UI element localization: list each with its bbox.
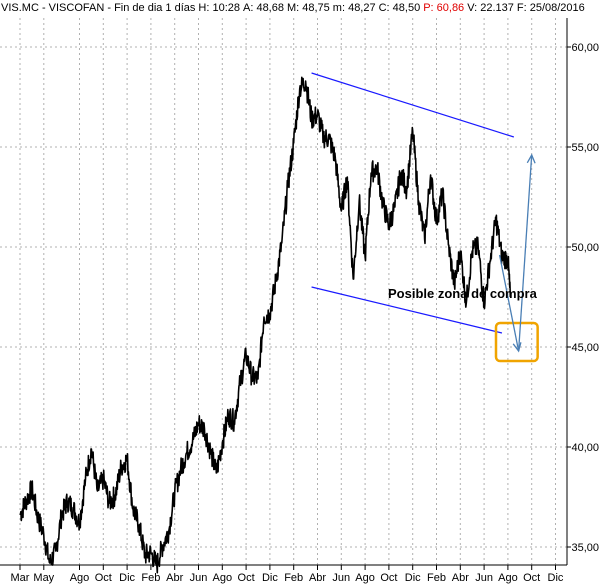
x-tick-label: Abr (452, 572, 469, 584)
x-tick-label: Dic (119, 572, 135, 584)
x-tick-label: Oct (523, 572, 540, 584)
grid-lines (0, 18, 567, 565)
x-tick-label: Feb (284, 572, 303, 584)
chart-header: VIS.MC - VISCOFAN - Fin de dia 1 días H: … (1, 2, 585, 14)
header-open: A: 48,68 (243, 2, 284, 14)
channel-lower-line (311, 286, 503, 334)
x-tick-label: Dic (548, 572, 564, 584)
x-axis: Mar May Ago Oct Dic Feb Abr Jun Ago Oct Dic Feb Abr J… (0, 564, 567, 584)
x-tick-label: Ago (498, 572, 518, 584)
y-tick-label: 50,00 (571, 242, 599, 254)
x-tick-label: May (33, 572, 54, 584)
x-tick-label: Jun (475, 572, 493, 584)
arrow-up-shaft (517, 154, 533, 352)
y-tick-label: 40,00 (571, 442, 599, 454)
x-tick-label: Jun (190, 572, 208, 584)
header-close: C: 48,50 (379, 2, 421, 14)
arrow-down-head (512, 342, 522, 353)
x-tick-label: Dic (262, 572, 278, 584)
arrow-up-head (526, 153, 536, 164)
y-axis: 60,00 55,00 50,00 45,00 40,00 35,00 (566, 18, 599, 565)
drawing-overlay (311, 72, 539, 363)
channel-upper-line (311, 72, 515, 138)
header-symbol: VIS.MC - VISCOFAN - Fin de dia 1 días (1, 2, 196, 14)
x-tick-label: Ago (213, 572, 233, 584)
y-tick-label: 55,00 (571, 142, 599, 154)
y-tick-label: 45,00 (571, 342, 599, 354)
x-tick-label: Jun (332, 572, 350, 584)
x-tick-label: Feb (141, 572, 160, 584)
buy-zone-box (494, 321, 539, 363)
x-tick-label: Ago (70, 572, 90, 584)
y-tick-label: 35,00 (571, 542, 599, 554)
x-tick-label: Oct (95, 572, 112, 584)
header-low: m: 48,27 (333, 2, 376, 14)
header-high: M: 48,75 (287, 2, 330, 14)
x-tick-label: Dic (405, 572, 421, 584)
x-tick-label: Feb (427, 572, 446, 584)
arrow-down-shaft (498, 254, 520, 352)
x-tick-label: Mar (11, 572, 30, 584)
x-tick-label: Ago (355, 572, 375, 584)
header-date: F: 25/08/2016 (517, 2, 585, 14)
x-tick-label: Oct (380, 572, 397, 584)
header-time: H: 10:28 (198, 2, 240, 14)
x-tick-label: Abr (166, 572, 183, 584)
header-volume: V: 22.137 (467, 2, 514, 14)
x-tick-label: Abr (309, 572, 326, 584)
price-series (19, 76, 512, 574)
y-tick-label: 60,00 (571, 42, 599, 54)
header-per: P: 60,86 (423, 2, 464, 14)
x-tick-label: Oct (238, 572, 255, 584)
annotation-label: Posible zona de compra (388, 286, 538, 301)
price-line (19, 76, 512, 574)
